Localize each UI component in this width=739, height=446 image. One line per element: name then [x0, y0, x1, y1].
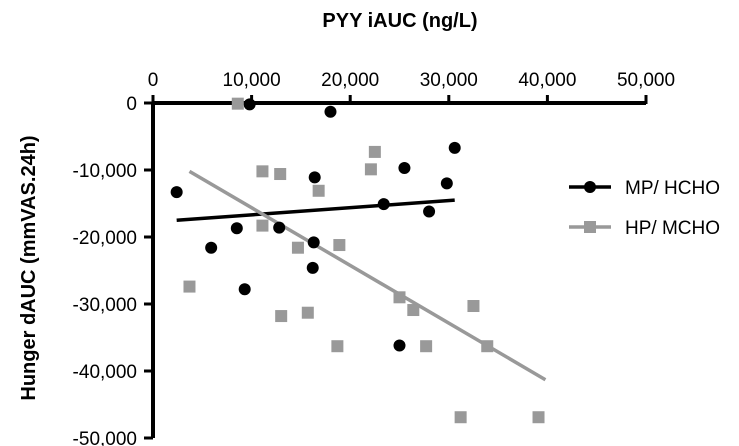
legend-marker-hp-mcho	[584, 221, 596, 233]
axes: 0 10,000 20,000 30,000 40,000 50,000 0 -10,000 -…	[73, 70, 676, 446]
data-point-mp-hcho	[423, 205, 436, 218]
data-point-mp-hcho	[398, 161, 411, 174]
data-point-mp-hcho	[393, 339, 406, 352]
data-point-hp-mcho	[256, 165, 269, 178]
legend-label-mp-hcho: MP/ HCHO	[625, 178, 720, 199]
legend: MP/ HCHO HP/ MCHO	[569, 178, 720, 239]
data-point-mp-hcho	[243, 98, 256, 111]
data-point-hp-mcho	[407, 304, 420, 317]
data-point-mp-hcho	[307, 236, 320, 249]
data-point-mp-hcho	[238, 283, 251, 296]
y-axis-title: Hunger dAUC (mmVAS.24h)	[18, 135, 40, 400]
data-point-hp-mcho	[274, 168, 287, 181]
x-axis-title: PYY iAUC (ng/L)	[322, 10, 477, 32]
data-point-hp-mcho	[301, 306, 314, 319]
data-point-hp-mcho	[183, 280, 196, 293]
data-points	[170, 97, 545, 424]
data-point-mp-hcho	[377, 198, 390, 211]
data-point-hp-mcho	[454, 411, 467, 424]
data-point-hp-mcho	[275, 310, 288, 323]
data-point-hp-mcho	[467, 300, 480, 313]
data-point-hp-mcho	[420, 340, 433, 353]
x-tick-label: 10,000	[223, 70, 281, 91]
y-tick-label: -50,000	[73, 429, 137, 446]
data-point-hp-mcho	[393, 291, 406, 304]
data-point-hp-mcho	[532, 411, 545, 424]
data-point-hp-mcho	[231, 97, 244, 110]
y-tick-label: -30,000	[73, 295, 137, 316]
data-point-mp-hcho	[230, 222, 243, 235]
data-point-hp-mcho	[481, 340, 494, 353]
y-tick-label: -20,000	[73, 228, 137, 249]
data-point-hp-mcho	[312, 184, 325, 197]
x-tick-label: 30,000	[420, 70, 478, 91]
y-tick-label: 0	[126, 94, 137, 115]
data-point-mp-hcho	[448, 141, 461, 154]
x-tick-label: 40,000	[518, 70, 576, 91]
data-point-mp-hcho	[273, 221, 286, 234]
data-point-hp-mcho	[364, 163, 377, 176]
data-point-hp-mcho	[291, 241, 304, 254]
data-point-mp-hcho	[205, 241, 218, 254]
data-point-hp-mcho	[333, 239, 346, 252]
data-point-mp-hcho	[440, 177, 453, 190]
x-tick-label: 20,000	[321, 70, 379, 91]
y-tick-label: -10,000	[73, 161, 137, 182]
x-tick-label: 0	[148, 70, 159, 91]
data-point-hp-mcho	[256, 219, 269, 232]
legend-marker-mp-hcho	[584, 181, 596, 193]
data-point-mp-hcho	[324, 105, 337, 118]
data-point-mp-hcho	[306, 261, 319, 274]
x-tick-label: 50,000	[617, 70, 675, 91]
data-point-mp-hcho	[308, 171, 321, 184]
data-point-mp-hcho	[170, 186, 183, 199]
y-tick-label: -40,000	[73, 362, 137, 383]
legend-label-hp-mcho: HP/ MCHO	[625, 218, 720, 239]
trendline-mp-hcho	[176, 198, 455, 222]
data-point-hp-mcho	[368, 145, 381, 158]
data-point-hp-mcho	[331, 340, 344, 353]
